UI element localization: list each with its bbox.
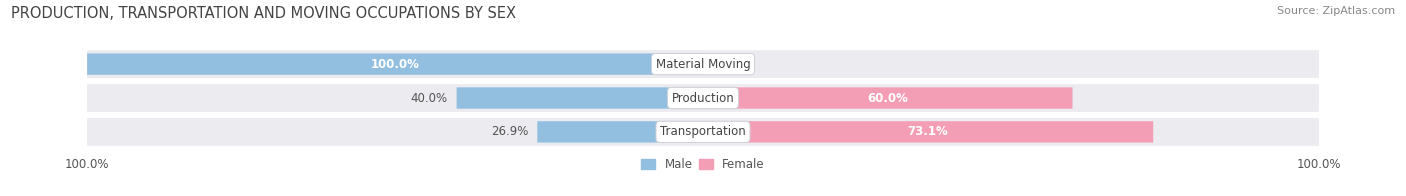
FancyBboxPatch shape [703,121,1153,142]
FancyBboxPatch shape [87,118,1319,146]
Text: Transportation: Transportation [661,125,745,138]
Text: 100.0%: 100.0% [371,58,419,71]
Text: 26.9%: 26.9% [491,125,529,138]
FancyBboxPatch shape [703,87,1073,109]
FancyBboxPatch shape [537,121,703,142]
Text: 60.0%: 60.0% [868,92,908,104]
FancyBboxPatch shape [87,54,703,75]
Legend: Male, Female: Male, Female [641,158,765,171]
FancyBboxPatch shape [457,87,703,109]
Text: Material Moving: Material Moving [655,58,751,71]
Text: Production: Production [672,92,734,104]
Text: 40.0%: 40.0% [411,92,447,104]
Text: 0.0%: 0.0% [716,58,745,71]
Text: Source: ZipAtlas.com: Source: ZipAtlas.com [1277,6,1395,16]
FancyBboxPatch shape [87,84,1319,112]
Text: 73.1%: 73.1% [908,125,949,138]
Text: PRODUCTION, TRANSPORTATION AND MOVING OCCUPATIONS BY SEX: PRODUCTION, TRANSPORTATION AND MOVING OC… [11,6,516,21]
FancyBboxPatch shape [87,50,1319,78]
